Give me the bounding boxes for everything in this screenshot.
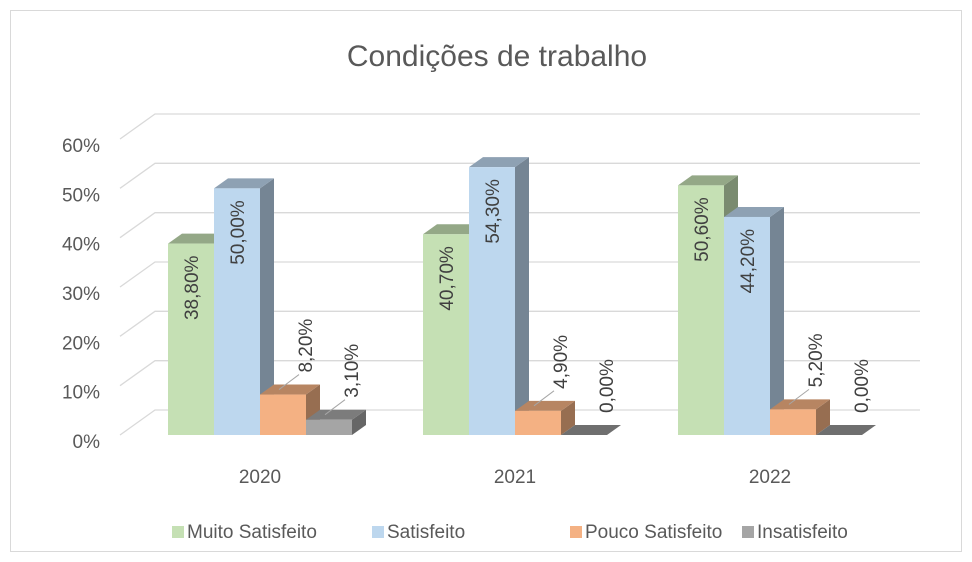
bar <box>469 167 515 435</box>
grid-line <box>119 162 920 189</box>
bar <box>561 425 621 435</box>
bar-3d <box>306 409 366 435</box>
bar-3d <box>816 425 876 435</box>
bar-side <box>816 399 830 435</box>
bar-3d <box>515 400 575 435</box>
bar <box>724 216 770 435</box>
data-label: 4,90% <box>551 335 572 389</box>
grid-line <box>119 113 920 140</box>
leader-line <box>788 388 810 405</box>
bar <box>306 419 352 435</box>
legend-label: Satisfeito <box>387 522 465 543</box>
leader-line <box>533 390 555 407</box>
bar-top <box>168 233 228 244</box>
bar-3d <box>724 206 784 435</box>
bar-top <box>469 157 529 168</box>
legend-swatch <box>742 526 754 538</box>
bar-side <box>770 206 784 435</box>
bar-side <box>260 178 274 436</box>
data-label: 40,70% <box>437 246 458 311</box>
chart-title: Condições de trabalho <box>347 40 647 73</box>
y-tick-label: 30% <box>62 284 100 305</box>
bar-top <box>260 384 320 395</box>
legend-swatch <box>172 526 184 538</box>
bar <box>770 409 816 435</box>
legend-label: Pouco Satisfeito <box>585 522 722 543</box>
data-label: 50,00% <box>228 200 249 265</box>
bar-top <box>678 175 738 186</box>
bar-top <box>306 409 366 420</box>
bar-3d <box>561 425 621 435</box>
bar-3d <box>260 384 320 435</box>
grid-line <box>119 261 920 288</box>
x-tick-label: 2020 <box>239 467 281 488</box>
data-label: 54,30% <box>483 179 504 244</box>
bar <box>515 410 561 435</box>
data-label: 0,00% <box>597 359 618 413</box>
bar-top <box>214 178 274 189</box>
bar-top <box>423 224 483 235</box>
bar-top <box>515 400 575 411</box>
data-label: 38,80% <box>182 255 203 320</box>
legend-swatch <box>372 526 384 538</box>
bar-3d <box>469 157 529 435</box>
data-label: 44,20% <box>738 229 759 294</box>
bar-3d <box>214 178 274 436</box>
data-label: 0,00% <box>852 359 873 413</box>
bar <box>214 188 260 435</box>
y-tick-label: 50% <box>62 185 100 206</box>
legend-swatch <box>570 526 582 538</box>
y-tick-label: 20% <box>62 333 100 354</box>
data-label: 50,60% <box>692 197 713 262</box>
bar-3d <box>770 399 830 435</box>
bar <box>816 425 876 435</box>
grid-line <box>119 360 920 387</box>
data-label: 3,10% <box>342 344 363 398</box>
y-tick-label: 40% <box>62 235 100 256</box>
y-tick-label: 10% <box>62 383 100 404</box>
grid-line <box>119 409 920 436</box>
bar-side <box>515 157 529 435</box>
legend-label: Muito Satisfeito <box>187 522 317 543</box>
data-label: 8,20% <box>296 319 317 373</box>
bar <box>423 234 469 435</box>
grid-line <box>119 212 920 239</box>
bar <box>260 394 306 435</box>
leader-line <box>324 399 346 416</box>
bar <box>678 185 724 435</box>
bar-top <box>770 399 830 410</box>
y-tick-label: 0% <box>73 432 101 453</box>
leader-line <box>278 374 300 390</box>
legend-label: Insatisfeito <box>757 522 848 543</box>
bar <box>168 243 214 435</box>
bar-side <box>561 400 575 435</box>
x-tick-label: 2022 <box>749 467 791 488</box>
bar-top <box>724 206 784 217</box>
data-label: 5,20% <box>806 333 827 387</box>
grid-line <box>119 310 920 337</box>
x-tick-label: 2021 <box>494 467 536 488</box>
y-tick-label: 60% <box>62 136 100 157</box>
bar-side <box>352 409 366 435</box>
